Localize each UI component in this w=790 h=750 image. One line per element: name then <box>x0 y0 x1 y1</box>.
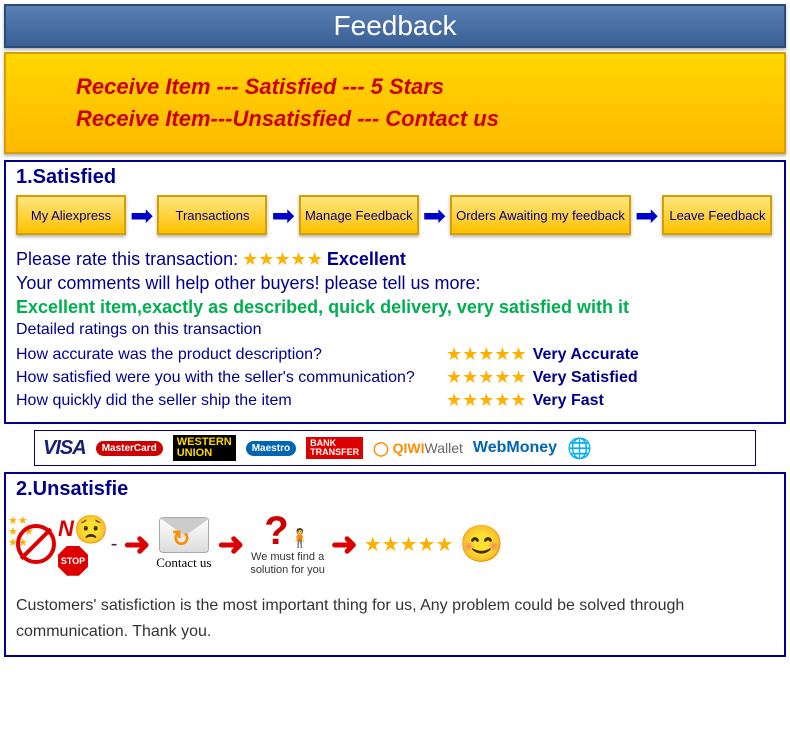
no-text: N <box>58 516 74 542</box>
detail-label: Very Fast <box>533 392 604 410</box>
detail-question: How quickly did the seller ship the item <box>16 392 446 410</box>
unsatisfied-title: 2.Unsatisfie <box>16 478 774 501</box>
detail-header: Detailed ratings on this transaction <box>16 321 774 339</box>
payment-methods-bar: VISA MasterCard WESTERNUNION Maestro BAN… <box>34 430 756 466</box>
webmoney-icon: WebMoney <box>473 439 557 457</box>
satisfied-title: 1.Satisfied <box>16 166 774 189</box>
flow-manage-feedback[interactable]: Manage Feedback <box>299 195 419 235</box>
question-mark-icon: ?🧍 <box>250 511 325 551</box>
five-stars-icon: ★★★★★ <box>446 367 527 388</box>
unsatisfied-footer: Customers' satisfiction is the most impo… <box>16 593 774 644</box>
comment-example: Excellent item,exactly as described, qui… <box>16 297 774 318</box>
five-stars-icon: ★★★★★ <box>446 344 527 365</box>
mastercard-icon: MasterCard <box>96 441 163 456</box>
five-stars-icon: ★★★★★ <box>364 532 454 557</box>
worried-face-icon: 😟 <box>74 513 109 546</box>
visa-icon: VISA <box>43 437 86 460</box>
instruction-satisfied: Receive Item --- Satisfied --- 5 Stars <box>76 74 714 100</box>
no-negative-block: ★★★ ★★★ N 😟 STOP - <box>16 513 117 576</box>
detail-row: How accurate was the product description… <box>16 344 774 365</box>
arrow-icon: ➡ <box>421 199 448 232</box>
solution-text-1: We must find a <box>250 551 325 564</box>
five-stars-icon: ★★★★★ <box>446 390 527 411</box>
detail-question: How accurate was the product description… <box>16 346 446 364</box>
detail-row: How satisfied were you with the seller's… <box>16 367 774 388</box>
instruction-box: Receive Item --- Satisfied --- 5 Stars R… <box>4 52 786 154</box>
header-title: Feedback <box>334 10 457 41</box>
western-union-icon: WESTERNUNION <box>173 435 236 461</box>
comments-prompt: Your comments will help other buyers! pl… <box>16 273 774 294</box>
solution-block: ?🧍 We must find a solution for you <box>250 511 325 577</box>
prohibition-icon <box>16 524 56 564</box>
feedback-header: Feedback <box>4 4 786 48</box>
arrow-icon: ➡ <box>128 199 155 232</box>
happy-face-icon: 😊 <box>459 523 504 565</box>
detail-row: How quickly did the seller ship the item… <box>16 390 774 411</box>
unsatisfied-flow: ★★★ ★★★ N 😟 STOP - ➜ ↻ Contact us ➜ <box>16 511 774 577</box>
satisfied-section: 1.Satisfied My Aliexpress ➡ Transactions… <box>4 160 786 424</box>
maestro-icon: Maestro <box>246 441 296 456</box>
detail-label: Very Satisfied <box>533 369 638 387</box>
red-arrow-icon: ➜ <box>123 525 150 563</box>
flow-transactions[interactable]: Transactions <box>157 195 267 235</box>
flow-my-aliexpress[interactable]: My Aliexpress <box>16 195 126 235</box>
stop-sign-icon: STOP <box>58 546 88 576</box>
unsatisfied-section: 2.Unsatisfie ★★★ ★★★ N 😟 STOP - ➜ ↻ <box>4 472 786 657</box>
email-icon: ↻ <box>159 517 209 553</box>
red-arrow-icon: ➜ <box>331 525 358 563</box>
satisfied-flow: My Aliexpress ➡ Transactions ➡ Manage Fe… <box>16 195 774 235</box>
qiwi-icon: ◯ QIWIWallet <box>373 440 463 457</box>
instruction-unsatisfied: Receive Item---Unsatisfied --- Contact u… <box>76 106 714 132</box>
solution-text-2: solution for you <box>250 564 325 577</box>
rate-prefix: Please rate this transaction: <box>16 249 238 270</box>
rate-transaction-line: Please rate this transaction: ★★★★★ Exce… <box>16 249 774 270</box>
arrow-icon: ➡ <box>269 199 296 232</box>
arrow-icon: ➡ <box>633 199 660 232</box>
detail-ratings: How accurate was the product description… <box>16 343 774 412</box>
rate-label: Excellent <box>327 249 406 270</box>
bank-transfer-icon: BANKTRANSFER <box>306 437 363 459</box>
contact-email-block: ↻ Contact us <box>156 517 211 571</box>
globe-icon: 🌐 <box>567 436 592 461</box>
flow-orders-awaiting[interactable]: Orders Awaiting my feedback <box>450 195 631 235</box>
detail-question: How satisfied were you with the seller's… <box>16 369 446 387</box>
five-stars-icon: ★★★★★ <box>242 249 323 270</box>
detail-label: Very Accurate <box>533 346 639 364</box>
flow-leave-feedback[interactable]: Leave Feedback <box>662 195 772 235</box>
contact-us-label: Contact us <box>156 555 211 571</box>
red-arrow-icon: ➜ <box>218 525 245 563</box>
